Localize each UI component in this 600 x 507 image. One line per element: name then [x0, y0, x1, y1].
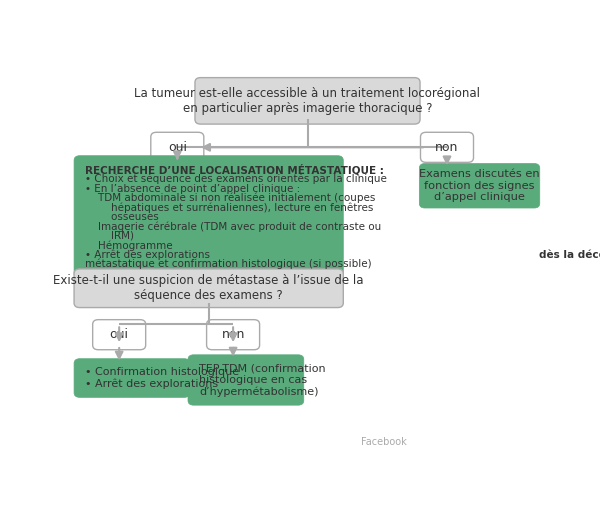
Text: Examens discutés en
fonction des signes
d’appel clinique: Examens discutés en fonction des signes … — [419, 169, 540, 202]
FancyBboxPatch shape — [195, 78, 420, 124]
FancyBboxPatch shape — [74, 156, 343, 278]
Text: oui: oui — [110, 328, 128, 341]
FancyBboxPatch shape — [74, 359, 190, 397]
Text: Hémogramme: Hémogramme — [85, 240, 173, 250]
FancyBboxPatch shape — [206, 320, 260, 350]
Text: IRM): IRM) — [85, 231, 134, 241]
FancyBboxPatch shape — [151, 132, 204, 162]
Text: • En l’absence de point d’appel clinique :: • En l’absence de point d’appel clinique… — [85, 184, 301, 194]
Text: • Arrêt des explorations: • Arrêt des explorations — [85, 249, 214, 260]
FancyBboxPatch shape — [419, 164, 540, 208]
Text: TDM abdominale si non réalisée initialement (coupes: TDM abdominale si non réalisée initialem… — [85, 193, 376, 203]
FancyBboxPatch shape — [188, 355, 304, 405]
Text: dès la découverte: dès la découverte — [539, 250, 600, 260]
Text: La tumeur est-elle accessible à un traitement locorégional
en particulier après : La tumeur est-elle accessible à un trait… — [134, 87, 481, 115]
FancyBboxPatch shape — [421, 132, 473, 162]
FancyBboxPatch shape — [74, 269, 343, 308]
Text: Existe-t-il une suspicion de métastase à l’issue de la
séquence des examens ?: Existe-t-il une suspicion de métastase à… — [53, 274, 364, 302]
Text: TEP-TDM (confirmation
histologique en cas
d’hypermétabolisme): TEP-TDM (confirmation histologique en ca… — [199, 363, 326, 397]
Text: non: non — [436, 141, 458, 154]
Text: oui: oui — [168, 141, 187, 154]
Text: Imagerie cérébrale (TDM avec produit de contraste ou: Imagerie cérébrale (TDM avec produit de … — [85, 221, 382, 232]
Text: métastatique et confirmation histologique (si possible): métastatique et confirmation histologiqu… — [85, 259, 372, 269]
Text: RECHERCHE D’UNE LOCALISATION MÉTASTATIQUE :: RECHERCHE D’UNE LOCALISATION MÉTASTATIQU… — [85, 164, 384, 175]
Text: hépatiques et surrénaliennes), lecture en fenêtres: hépatiques et surrénaliennes), lecture e… — [85, 202, 374, 213]
Text: non: non — [221, 328, 245, 341]
Text: Facebook: Facebook — [361, 438, 407, 447]
Text: • Confirmation histologique
• Arrêt des explorations: • Confirmation histologique • Arrêt des … — [85, 367, 239, 389]
Text: • Choix et séquence des examens orientés par la clinique: • Choix et séquence des examens orientés… — [85, 174, 387, 185]
Text: osseuses: osseuses — [85, 212, 159, 222]
FancyBboxPatch shape — [92, 320, 146, 350]
